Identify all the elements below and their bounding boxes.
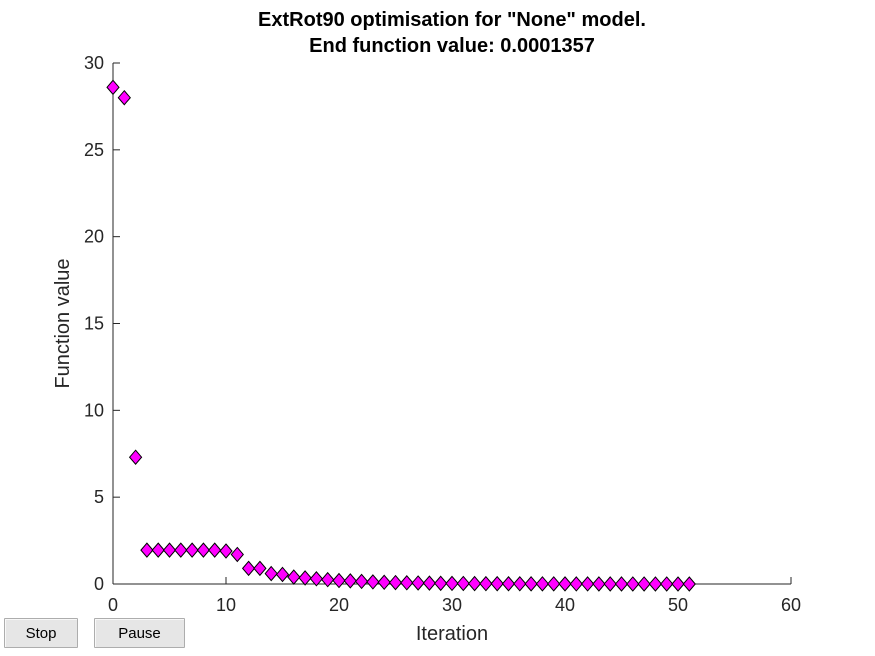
- tick-marks: 0 10 20 30 40 50 60 0 5 10 15 20 25 30: [84, 53, 801, 615]
- data-point: [219, 543, 233, 559]
- data-point: [626, 576, 640, 592]
- data-point: [434, 575, 448, 592]
- data-point: [174, 542, 188, 558]
- y-tick-label: 10: [84, 400, 104, 420]
- data-point: [467, 575, 482, 592]
- data-point: [400, 575, 414, 591]
- data-point: [321, 571, 335, 588]
- data-point: [117, 89, 131, 106]
- data-point: [422, 575, 437, 591]
- x-tick-label: 40: [555, 595, 575, 615]
- x-tick-label: 0: [108, 595, 118, 615]
- data-point: [547, 576, 561, 592]
- y-tick-label: 30: [84, 53, 104, 73]
- data-points: [106, 79, 696, 592]
- pause-button[interactable]: Pause: [94, 618, 185, 648]
- x-tick-label: 10: [216, 595, 236, 615]
- data-point: [151, 542, 165, 558]
- data-point: [671, 576, 685, 592]
- data-point: [614, 576, 629, 592]
- data-point: [592, 576, 606, 592]
- y-tick-label: 5: [94, 487, 104, 507]
- data-point: [377, 574, 391, 591]
- data-point: [660, 576, 674, 592]
- data-point: [603, 576, 617, 592]
- data-point: [128, 449, 143, 465]
- y-tick-label: 15: [84, 314, 104, 334]
- data-point: [648, 576, 663, 592]
- data-point: [411, 575, 425, 591]
- data-point: [309, 571, 324, 587]
- data-point: [354, 573, 369, 590]
- data-point: [287, 569, 301, 585]
- data-point: [558, 576, 572, 592]
- data-point: [524, 576, 538, 592]
- data-point: [275, 566, 290, 583]
- data-point: [479, 575, 493, 592]
- y-axis-label: Function value: [52, 258, 74, 388]
- data-point: [682, 576, 696, 592]
- data-point: [241, 560, 256, 577]
- data-point: [535, 576, 550, 592]
- data-point: [501, 575, 516, 592]
- data-point: [162, 542, 177, 558]
- y-tick-label: 20: [84, 227, 104, 247]
- stop-button[interactable]: Stop: [4, 618, 78, 648]
- data-point: [580, 576, 595, 592]
- data-point: [106, 79, 120, 96]
- data-point: [185, 542, 199, 558]
- x-axis-label: Iteration: [416, 623, 488, 645]
- x-tick-label: 50: [668, 595, 688, 615]
- axes: [112, 63, 791, 585]
- data-point: [196, 542, 211, 558]
- data-point: [230, 546, 244, 563]
- data-point: [637, 576, 651, 592]
- data-point: [456, 575, 470, 592]
- x-tick-label: 20: [329, 595, 349, 615]
- chart-title: ExtRot90 optimisation for "None" model. E…: [258, 9, 646, 57]
- data-point: [366, 574, 380, 590]
- x-tick-label: 60: [781, 595, 801, 615]
- data-point: [208, 542, 222, 558]
- data-point: [264, 565, 278, 582]
- x-tick-label: 30: [442, 595, 462, 615]
- data-point: [298, 570, 312, 586]
- data-point: [332, 572, 346, 589]
- data-point: [253, 560, 267, 577]
- data-point: [140, 542, 154, 558]
- data-point: [388, 574, 403, 591]
- y-tick-label: 25: [84, 140, 104, 160]
- data-point: [490, 575, 504, 592]
- y-tick-label: 0: [94, 574, 104, 594]
- chart-title-line: ExtRot90 optimisation for "None" model.: [258, 9, 646, 31]
- data-point: [445, 575, 459, 592]
- data-point: [569, 576, 583, 592]
- data-point: [343, 573, 357, 589]
- chart-title-line: End function value: 0.0001357: [309, 35, 595, 57]
- data-point: [513, 576, 527, 592]
